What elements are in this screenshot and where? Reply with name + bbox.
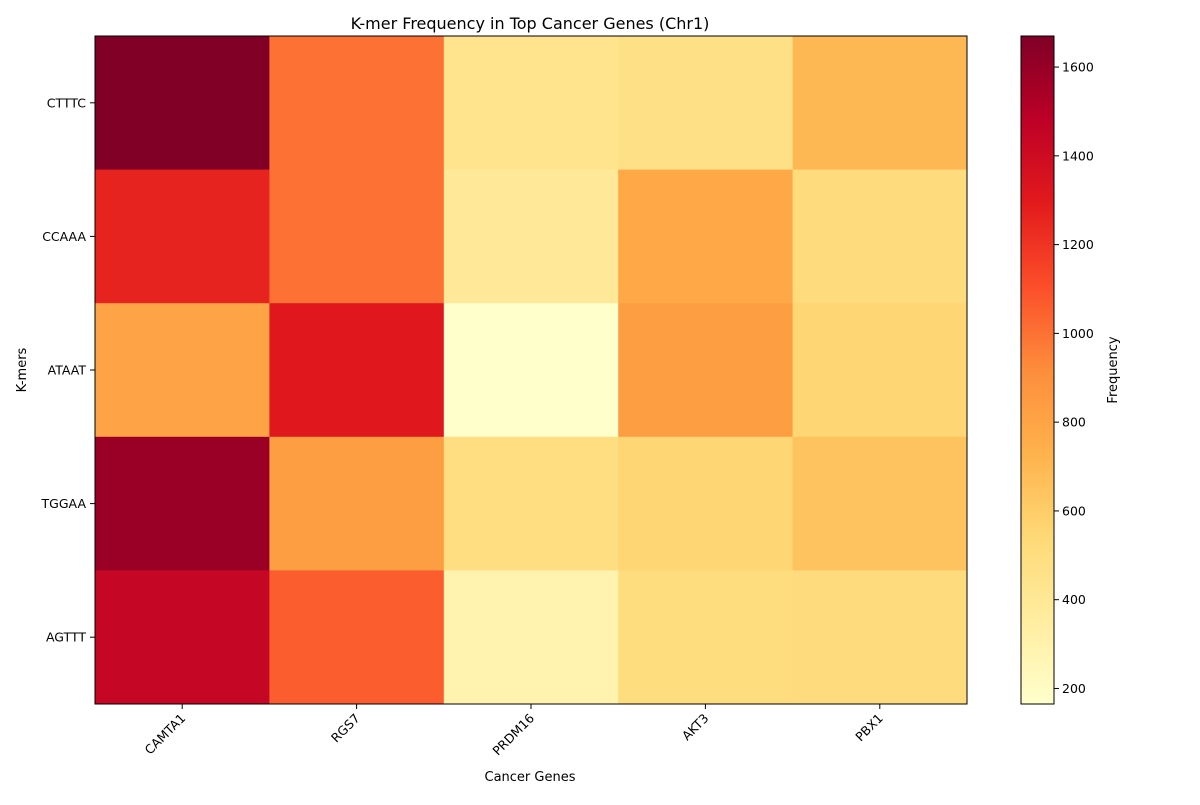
colorbar-tick-label-1400: 1400 bbox=[1062, 148, 1094, 163]
y-tick-label-ccaaa: CCAAA bbox=[42, 229, 86, 244]
heatmap-cell-ATAAT-PRDM16 bbox=[443, 303, 619, 438]
x-tick-label-camta1: CAMTA1 bbox=[141, 711, 188, 758]
heatmap-cell-CCAAA-CAMTA1 bbox=[95, 169, 270, 304]
heatmap-cell-CTTTC-CAMTA1 bbox=[95, 36, 270, 171]
colorbar-tick-label-1600: 1600 bbox=[1062, 60, 1094, 75]
heatmap-cell-AGTTT-PRDM16 bbox=[443, 570, 619, 705]
heatmap-cell-TGGAA-CAMTA1 bbox=[95, 436, 270, 571]
heatmap-cell-AGTTT-AKT3 bbox=[618, 570, 794, 705]
heatmap-cell-AGTTT-CAMTA1 bbox=[95, 570, 270, 705]
x-tick-label-pbx1: PBX1 bbox=[852, 711, 886, 745]
x-tick-label-prdm16: PRDM16 bbox=[489, 710, 537, 758]
colorbar-tick-label-400: 400 bbox=[1062, 592, 1086, 607]
heatmap-cell-CCAAA-PRDM16 bbox=[443, 169, 619, 304]
chart-title: K-mer Frequency in Top Cancer Genes (Chr… bbox=[351, 14, 710, 33]
heatmap-cell-ATAAT-CAMTA1 bbox=[95, 303, 270, 438]
heatmap-cell-CCAAA-AKT3 bbox=[618, 169, 794, 304]
colorbar-tick-label-1200: 1200 bbox=[1062, 237, 1094, 252]
y-tick-label-ataat: ATAAT bbox=[48, 363, 87, 378]
heatmap-cell-CCAAA-RGS7 bbox=[269, 169, 445, 304]
x-tick-label-akt3: AKT3 bbox=[679, 711, 712, 744]
colorbar-label: Frequency bbox=[1106, 336, 1121, 403]
heatmap-cell-TGGAA-PRDM16 bbox=[443, 436, 619, 571]
y-tick-label-ctttc: CTTTC bbox=[47, 95, 86, 110]
heatmap-cell-ATAAT-AKT3 bbox=[618, 303, 794, 438]
heatmap-cell-ATAAT-RGS7 bbox=[269, 303, 445, 438]
heatmap-cell-TGGAA-PBX1 bbox=[792, 436, 968, 571]
y-axis-label: K-mers bbox=[15, 347, 30, 392]
heatmap-cell-TGGAA-RGS7 bbox=[269, 436, 445, 571]
y-tick-label-agttt: AGTTT bbox=[46, 630, 86, 645]
colorbar-tick-label-200: 200 bbox=[1062, 681, 1086, 696]
colorbar-tick-label-600: 600 bbox=[1062, 503, 1086, 518]
heatmap-cell-CTTTC-PBX1 bbox=[792, 36, 968, 171]
colorbar-tick-label-800: 800 bbox=[1062, 415, 1086, 430]
heatmap-cells bbox=[95, 36, 968, 705]
colorbar-tick-label-1000: 1000 bbox=[1062, 326, 1094, 341]
y-axis-ticks: CTTTC CCAAA ATAAT TGGAA AGTTT bbox=[41, 95, 95, 645]
heatmap-cell-AGTTT-RGS7 bbox=[269, 570, 445, 705]
heatmap-cell-AGTTT-PBX1 bbox=[792, 570, 968, 705]
y-tick-label-tggaa: TGGAA bbox=[41, 496, 87, 511]
heatmap-cell-CTTTC-AKT3 bbox=[618, 36, 794, 171]
heatmap-cell-CCAAA-PBX1 bbox=[792, 169, 968, 304]
heatmap-cell-TGGAA-AKT3 bbox=[618, 436, 794, 571]
colorbar-ticks: 200 400 600 800 1000 1200 1400 1600 bbox=[1054, 60, 1094, 696]
heatmap-cell-CTTTC-RGS7 bbox=[269, 36, 445, 171]
colorbar bbox=[1020, 35, 1055, 705]
x-tick-label-rgs7: RGS7 bbox=[328, 711, 363, 746]
x-axis-label: Cancer Genes bbox=[485, 770, 576, 785]
heatmap-cell-CTTTC-PRDM16 bbox=[443, 36, 619, 171]
heatmap-cell-ATAAT-PBX1 bbox=[792, 303, 968, 438]
x-axis-ticks: CAMTA1 RGS7 PRDM16 AKT3 PBX1 bbox=[141, 704, 886, 758]
